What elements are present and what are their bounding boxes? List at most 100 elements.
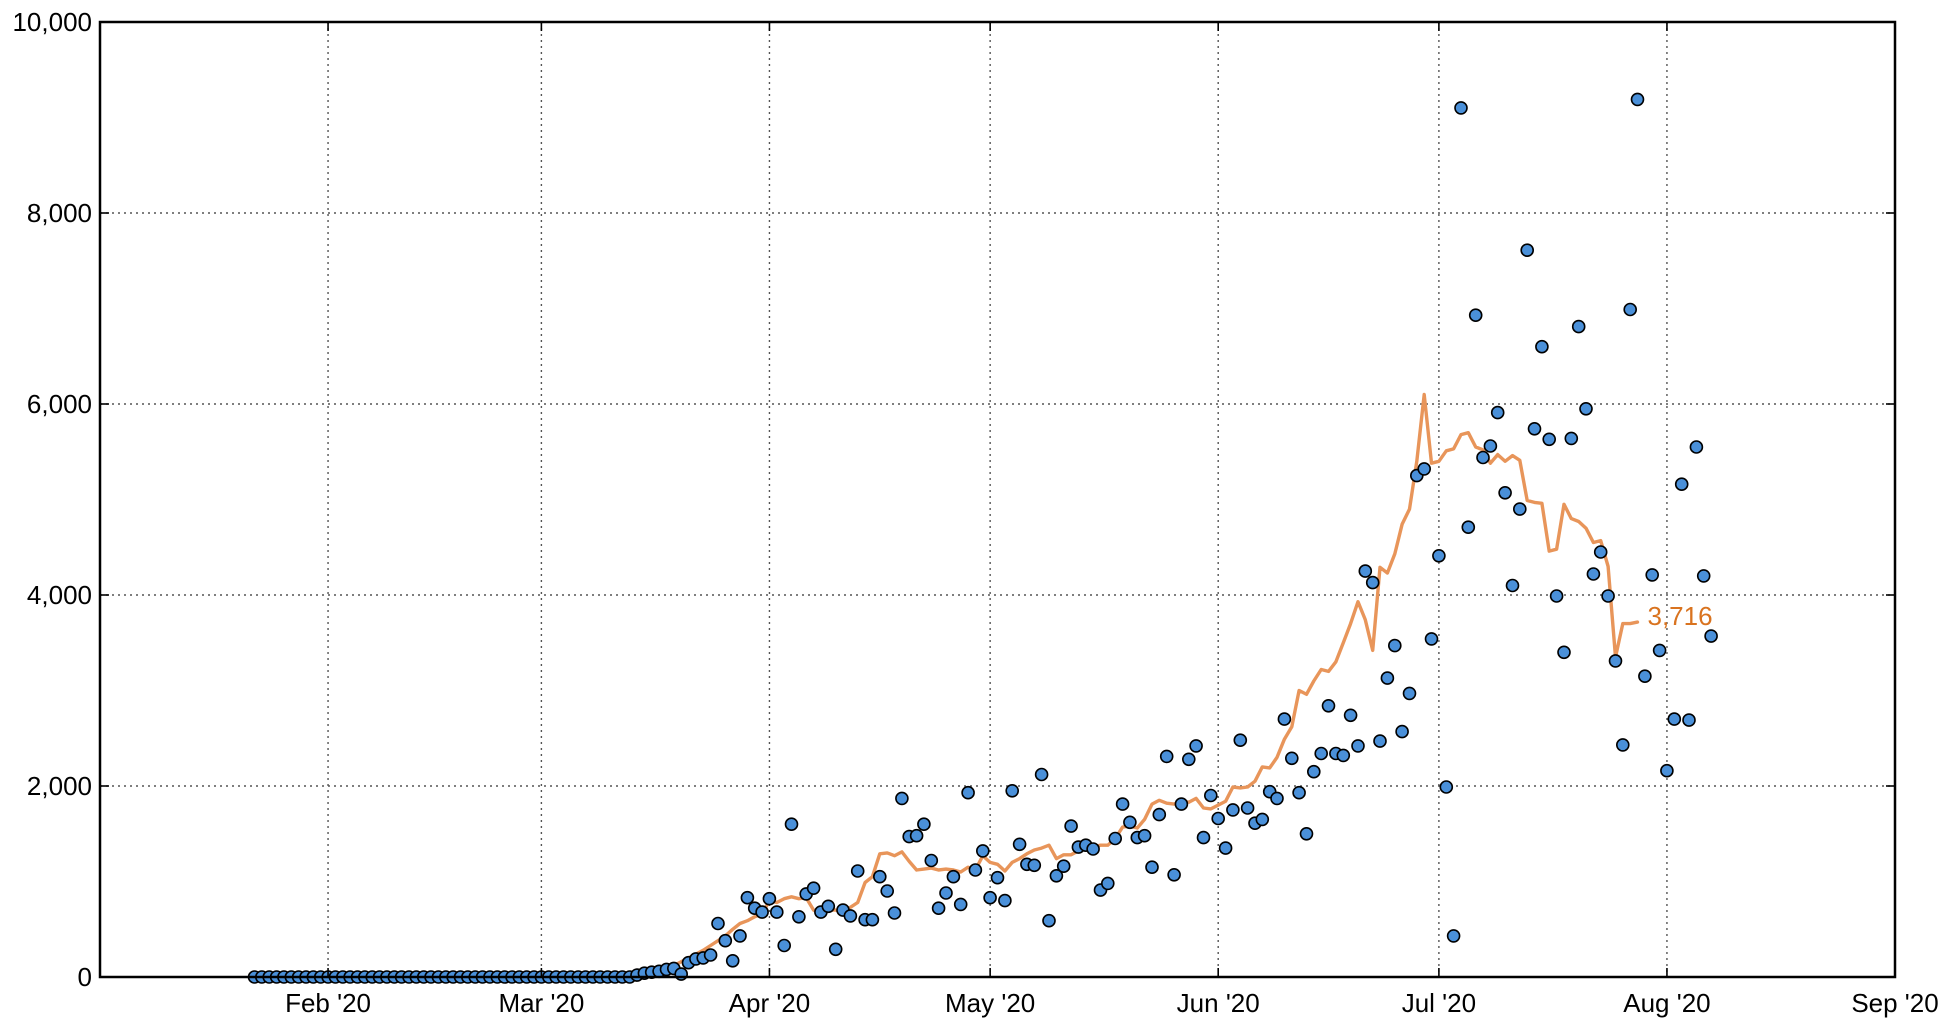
data-point <box>1492 407 1504 419</box>
data-point <box>940 887 952 899</box>
y-tick-label: 2,000 <box>27 771 92 801</box>
data-point <box>1558 646 1570 658</box>
data-point <box>1271 792 1283 804</box>
data-point <box>1315 748 1327 760</box>
data-point <box>1146 861 1158 873</box>
data-point <box>984 892 996 904</box>
data-point <box>1006 785 1018 797</box>
data-point <box>771 906 783 918</box>
data-point <box>1374 735 1386 747</box>
data-point <box>947 871 959 883</box>
data-point <box>1433 550 1445 562</box>
data-point <box>1624 304 1636 316</box>
y-tick-label: 8,000 <box>27 198 92 228</box>
data-point <box>1301 828 1313 840</box>
x-tick-label: Feb '20 <box>285 988 371 1018</box>
data-point <box>1661 765 1673 777</box>
data-point <box>1521 244 1533 256</box>
data-point <box>763 893 775 905</box>
data-point <box>911 830 923 842</box>
data-point <box>1690 441 1702 453</box>
data-point <box>1175 798 1187 810</box>
data-point <box>992 872 1004 884</box>
data-point <box>918 818 930 830</box>
data-point <box>977 845 989 857</box>
data-point <box>925 855 937 867</box>
data-point <box>1668 713 1680 725</box>
data-point <box>889 907 901 919</box>
data-point <box>1543 433 1555 445</box>
data-point <box>1212 813 1224 825</box>
data-point <box>1345 709 1357 721</box>
y-tick-label: 6,000 <box>27 389 92 419</box>
y-tick-label: 4,000 <box>27 580 92 610</box>
data-point <box>741 892 753 904</box>
x-tick-label: Mar '20 <box>498 988 584 1018</box>
data-point <box>933 902 945 914</box>
data-point <box>1646 569 1658 581</box>
data-point <box>705 949 717 961</box>
data-point <box>1381 672 1393 684</box>
data-point <box>1256 813 1268 825</box>
data-point <box>1352 740 1364 752</box>
data-point <box>1565 432 1577 444</box>
x-tick-label: Jul '20 <box>1402 988 1476 1018</box>
data-point <box>955 898 967 910</box>
data-point <box>1573 321 1585 333</box>
data-point <box>719 935 731 947</box>
data-point <box>1028 859 1040 871</box>
data-point <box>675 968 687 980</box>
data-point <box>1183 753 1195 765</box>
data-point <box>1470 309 1482 321</box>
data-point <box>1278 713 1290 725</box>
data-point <box>1139 830 1151 842</box>
data-point <box>1190 740 1202 752</box>
data-point <box>1389 640 1401 652</box>
y-tick-label: 10,000 <box>12 7 92 37</box>
data-point <box>1109 833 1121 845</box>
data-point <box>1087 843 1099 855</box>
data-point <box>1587 568 1599 580</box>
data-point <box>1117 798 1129 810</box>
data-point <box>1242 802 1254 814</box>
data-point <box>866 914 878 926</box>
data-point <box>830 943 842 955</box>
data-point <box>1639 670 1651 682</box>
data-point <box>1595 546 1607 558</box>
data-point <box>1580 403 1592 415</box>
data-point <box>874 871 886 883</box>
data-point <box>1359 565 1371 577</box>
data-point <box>1065 820 1077 832</box>
data-point <box>756 906 768 918</box>
data-point <box>1153 809 1165 821</box>
data-point <box>1168 869 1180 881</box>
data-point <box>1426 633 1438 645</box>
data-point <box>1617 739 1629 751</box>
x-tick-label: Aug '20 <box>1623 988 1710 1018</box>
data-point <box>1308 766 1320 778</box>
data-point <box>734 930 746 942</box>
data-point <box>712 918 724 930</box>
data-point <box>1705 630 1717 642</box>
data-point <box>881 885 893 897</box>
data-point <box>1440 781 1452 793</box>
data-point <box>727 955 739 967</box>
data-point <box>1367 577 1379 589</box>
data-point <box>778 940 790 952</box>
data-point <box>1514 503 1526 515</box>
data-point <box>793 911 805 923</box>
data-point <box>1448 930 1460 942</box>
x-tick-label: Apr '20 <box>729 988 811 1018</box>
data-point <box>1323 700 1335 712</box>
end-value-label: 3,716 <box>1648 601 1713 631</box>
data-point <box>1698 570 1710 582</box>
data-point <box>1043 915 1055 927</box>
data-point <box>1676 478 1688 490</box>
data-point <box>1602 590 1614 602</box>
data-point <box>1014 838 1026 850</box>
data-point <box>1161 750 1173 762</box>
data-point <box>1418 463 1430 475</box>
data-point <box>786 818 798 830</box>
data-point <box>1610 655 1622 667</box>
